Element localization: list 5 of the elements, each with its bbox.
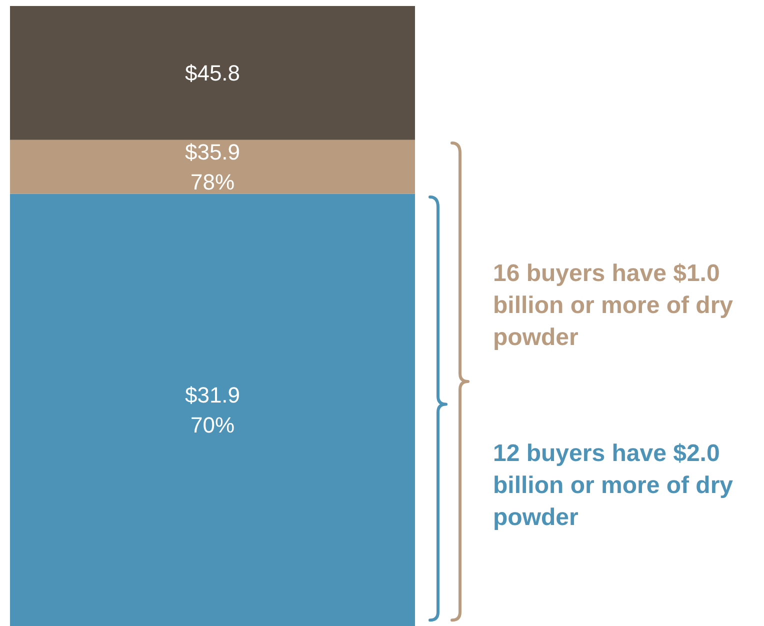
annotation: $35.9 78%: [184, 139, 240, 194]
text: 16 buyers have $1.0 billion or more of dry powder: [493, 259, 734, 353]
annotation: $31.9 70%: [184, 382, 240, 438]
text: 12 buyers have $2.0 billion or more of dry powder: [493, 439, 734, 533]
annotation: $45.8: [184, 60, 240, 86]
